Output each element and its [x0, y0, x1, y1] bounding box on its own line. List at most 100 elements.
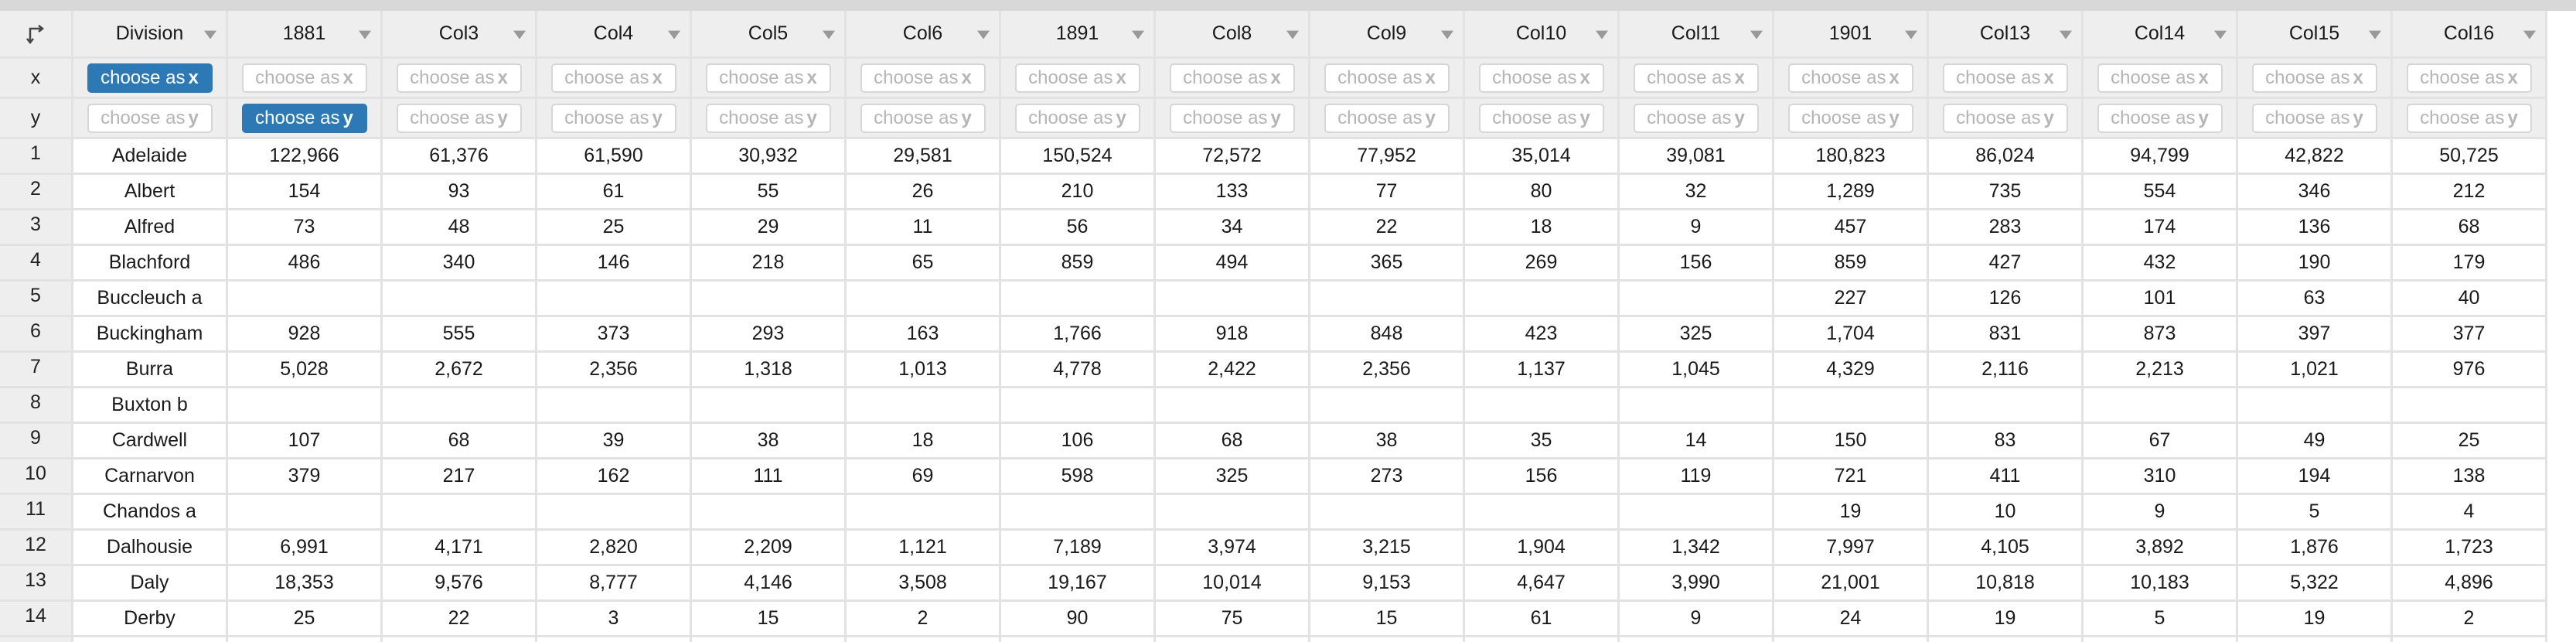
- table-cell[interactable]: [1310, 637, 1465, 642]
- table-cell[interactable]: 873: [2084, 317, 2238, 353]
- table-cell[interactable]: 86,024: [1929, 139, 2084, 175]
- table-cell[interactable]: 859: [1001, 246, 1156, 282]
- table-cell[interactable]: 325: [1156, 459, 1310, 495]
- table-cell[interactable]: [383, 495, 537, 531]
- column-header[interactable]: Col14: [2084, 11, 2238, 59]
- table-cell[interactable]: [847, 637, 1001, 642]
- table-cell[interactable]: 94,799: [2084, 139, 2238, 175]
- table-cell[interactable]: 40: [2393, 282, 2547, 317]
- table-cell[interactable]: [1620, 637, 1774, 642]
- table-cell[interactable]: Buckingham: [73, 317, 228, 353]
- choose-x-button[interactable]: choose as x: [1942, 63, 2068, 93]
- table-cell[interactable]: 126: [1929, 282, 2084, 317]
- table-cell[interactable]: 38: [692, 424, 847, 459]
- column-header[interactable]: Col3: [383, 11, 537, 59]
- table-cell[interactable]: 61,590: [537, 139, 692, 175]
- table-cell[interactable]: 554: [2084, 175, 2238, 210]
- table-cell[interactable]: 427: [1929, 246, 2084, 282]
- chevron-down-icon[interactable]: [1596, 30, 1608, 39]
- column-header[interactable]: 1891: [1001, 11, 1156, 59]
- table-cell[interactable]: [847, 388, 1001, 424]
- table-cell[interactable]: 2,820: [537, 531, 692, 566]
- table-cell[interactable]: 68: [1156, 424, 1310, 459]
- table-cell[interactable]: [2393, 637, 2547, 642]
- table-cell[interactable]: 1,045: [1620, 353, 1774, 388]
- table-cell[interactable]: 38: [1310, 424, 1465, 459]
- table-cell[interactable]: 29: [692, 210, 847, 246]
- column-header[interactable]: Col4: [537, 11, 692, 59]
- table-cell[interactable]: 73: [228, 210, 383, 246]
- table-cell[interactable]: 80: [1465, 175, 1620, 210]
- table-cell[interactable]: 373: [537, 317, 692, 353]
- table-cell[interactable]: 210: [1001, 175, 1156, 210]
- table-cell[interactable]: 397: [2238, 317, 2393, 353]
- table-cell[interactable]: [1929, 388, 2084, 424]
- chevron-down-icon[interactable]: [1286, 30, 1299, 39]
- table-cell[interactable]: 2,672: [383, 353, 537, 388]
- table-cell[interactable]: 831: [1929, 317, 2084, 353]
- table-cell[interactable]: 1,704: [1774, 317, 1929, 353]
- table-cell[interactable]: 1,021: [2238, 353, 2393, 388]
- chevron-down-icon[interactable]: [513, 30, 526, 39]
- table-cell[interactable]: 4,896: [2393, 566, 2547, 602]
- table-cell[interactable]: [383, 388, 537, 424]
- table-cell[interactable]: 2,356: [1310, 353, 1465, 388]
- column-header[interactable]: 1881: [228, 11, 383, 59]
- table-cell[interactable]: 68: [383, 424, 537, 459]
- table-cell[interactable]: 90: [1001, 602, 1156, 637]
- table-cell[interactable]: 65: [847, 246, 1001, 282]
- row-number[interactable]: 8: [0, 388, 73, 424]
- choose-y-button[interactable]: choose as y: [860, 103, 986, 133]
- table-cell[interactable]: 6,991: [228, 531, 383, 566]
- table-cell[interactable]: 346: [2238, 175, 2393, 210]
- table-cell[interactable]: [1620, 388, 1774, 424]
- table-cell[interactable]: 48: [383, 210, 537, 246]
- table-cell[interactable]: 928: [228, 317, 383, 353]
- table-cell[interactable]: 9,153: [1310, 566, 1465, 602]
- table-cell[interactable]: 7,997: [1774, 531, 1929, 566]
- chevron-down-icon[interactable]: [2523, 30, 2536, 39]
- table-cell[interactable]: [2238, 388, 2393, 424]
- table-cell[interactable]: 69: [847, 459, 1001, 495]
- table-cell[interactable]: 212: [2393, 175, 2547, 210]
- table-cell[interactable]: [228, 495, 383, 531]
- table-cell[interactable]: 10: [1929, 495, 2084, 531]
- row-number[interactable]: 14: [0, 602, 73, 637]
- table-cell[interactable]: 150: [1774, 424, 1929, 459]
- table-cell[interactable]: [383, 637, 537, 642]
- table-cell[interactable]: 14: [1620, 424, 1774, 459]
- table-cell[interactable]: 1,876: [2238, 531, 2393, 566]
- table-cell[interactable]: 2,116: [1929, 353, 2084, 388]
- table-cell[interactable]: 119: [1620, 459, 1774, 495]
- table-cell[interactable]: 5: [2084, 602, 2238, 637]
- choose-x-button[interactable]: choose as x: [1324, 63, 1450, 93]
- table-cell[interactable]: 859: [1774, 246, 1929, 282]
- table-cell[interactable]: [1310, 388, 1465, 424]
- choose-y-button[interactable]: choose as y: [1478, 103, 1604, 133]
- table-cell[interactable]: 21,001: [1774, 566, 1929, 602]
- table-cell[interactable]: 156: [1465, 459, 1620, 495]
- choose-x-button[interactable]: choose as x: [1014, 63, 1140, 93]
- row-number[interactable]: 9: [0, 424, 73, 459]
- table-cell[interactable]: [1001, 388, 1156, 424]
- table-cell[interactable]: Cardwell: [73, 424, 228, 459]
- table-cell[interactable]: Alfred: [73, 210, 228, 246]
- table-cell[interactable]: 555: [383, 317, 537, 353]
- table-cell[interactable]: 432: [2084, 246, 2238, 282]
- table-cell[interactable]: 50,725: [2393, 139, 2547, 175]
- table-cell[interactable]: Derby: [73, 602, 228, 637]
- table-cell[interactable]: Buxton b: [73, 388, 228, 424]
- table-cell[interactable]: 2: [847, 602, 1001, 637]
- table-cell[interactable]: 365: [1310, 246, 1465, 282]
- column-header[interactable]: Col5: [692, 11, 847, 59]
- column-header[interactable]: Col8: [1156, 11, 1310, 59]
- table-cell[interactable]: 61: [537, 175, 692, 210]
- table-cell[interactable]: 68: [2393, 210, 2547, 246]
- column-header[interactable]: Col6: [847, 11, 1001, 59]
- table-cell[interactable]: 156: [1620, 246, 1774, 282]
- table-cell[interactable]: Carnarvon: [73, 459, 228, 495]
- table-cell[interactable]: [692, 388, 847, 424]
- table-cell[interactable]: 55: [692, 175, 847, 210]
- table-cell[interactable]: [1156, 282, 1310, 317]
- table-cell[interactable]: 11: [847, 210, 1001, 246]
